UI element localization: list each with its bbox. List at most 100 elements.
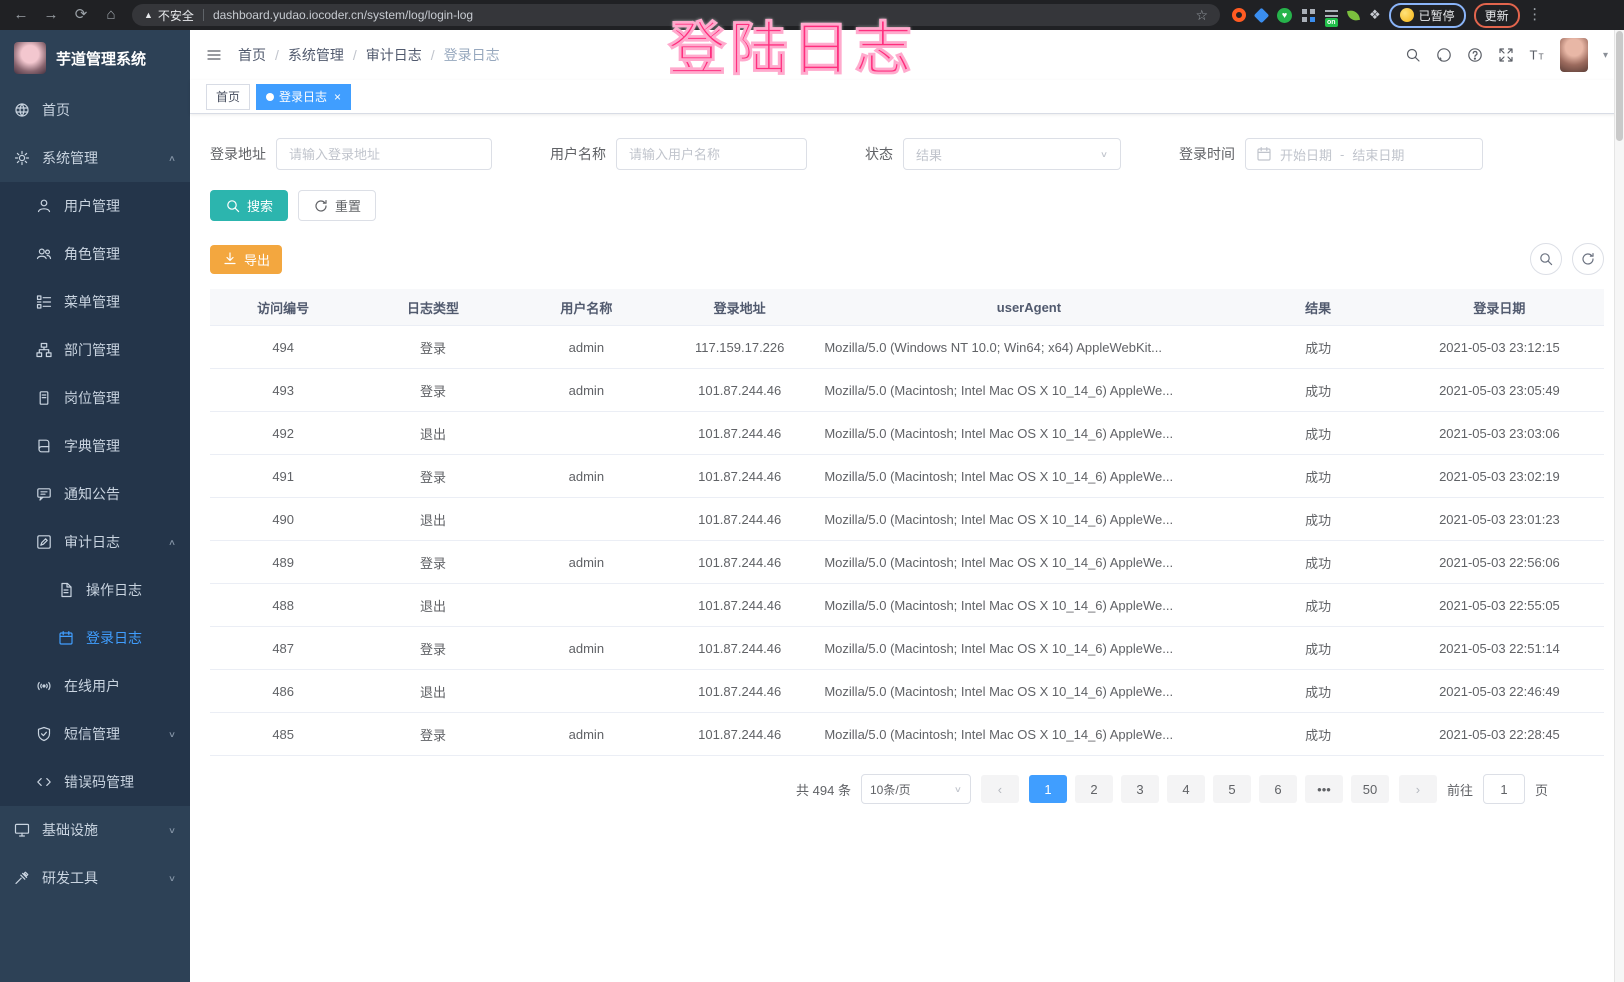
forward-icon[interactable]: → bbox=[43, 6, 59, 23]
shield-icon bbox=[36, 726, 52, 742]
table-row[interactable]: 492 退出 101.87.244.46 Mozilla/5.0 (Macintosh… bbox=[210, 411, 1604, 455]
page-number[interactable]: 6 bbox=[1258, 775, 1297, 803]
sidebar-item-system[interactable]: 系统管理 ∧ bbox=[0, 134, 190, 182]
cell-date: 2021-05-03 22:46:49 bbox=[1394, 669, 1604, 713]
breadcrumb-item[interactable]: 审计日志 bbox=[365, 47, 422, 63]
extension-heart-icon[interactable]: ♥ bbox=[1277, 7, 1292, 23]
tab-首页[interactable]: 首页 bbox=[206, 83, 251, 110]
cell-ip: 101.87.244.46 bbox=[663, 368, 817, 412]
sidebar-item-dict-mgmt[interactable]: 字典管理 bbox=[0, 422, 190, 470]
cell-result: 成功 bbox=[1241, 669, 1395, 713]
update-chip[interactable]: 更新 bbox=[1473, 2, 1520, 28]
sidebar-item-sms-mgmt[interactable]: 短信管理 ∨ bbox=[0, 710, 190, 758]
table-row[interactable]: 494 登录 admin 117.159.17.226 Mozilla/5.0 (Win… bbox=[210, 325, 1604, 369]
sidebar-item-login-log[interactable]: 登录日志 bbox=[0, 614, 190, 662]
table-row[interactable]: 491 登录 admin 101.87.244.46 Mozilla/5.0 (Maci… bbox=[210, 454, 1604, 498]
page-ellipsis[interactable]: ••• bbox=[1304, 775, 1343, 803]
page-number[interactable]: 1 bbox=[1028, 775, 1067, 803]
page-scrollbar[interactable] bbox=[1614, 30, 1624, 982]
sidebar-item-home[interactable]: 首页 bbox=[0, 86, 190, 134]
home-icon[interactable]: ⌂ bbox=[106, 6, 116, 23]
sidebar-item-label: 角色管理 bbox=[64, 246, 120, 262]
back-icon[interactable]: ← bbox=[13, 6, 29, 23]
sidebar-item-errcode-mgmt[interactable]: 错误码管理 bbox=[0, 758, 190, 806]
page-size-select[interactable]: 10条/页 ∨ bbox=[860, 774, 971, 804]
app-logo[interactable]: 芋道管理系统 bbox=[0, 30, 190, 86]
start-date-placeholder[interactable]: 开始日期 bbox=[1280, 147, 1333, 163]
prev-page-button[interactable]: ‹ bbox=[980, 775, 1019, 803]
browser-menu-icon[interactable]: ⋮ bbox=[1527, 6, 1543, 23]
page-number[interactable]: 50 bbox=[1350, 775, 1389, 803]
table-row[interactable]: 487 登录 admin 101.87.244.46 Mozilla/5.0 (Maci… bbox=[210, 626, 1604, 670]
goto-page-input[interactable] bbox=[1482, 774, 1525, 804]
fullscreen-icon[interactable] bbox=[1498, 47, 1514, 63]
search-icon[interactable] bbox=[1405, 47, 1421, 63]
cell-result: 成功 bbox=[1241, 325, 1395, 369]
github-icon[interactable] bbox=[1436, 47, 1452, 63]
cell-ua: Mozilla/5.0 (Macintosh; Intel Mac OS X 1… bbox=[816, 497, 1242, 541]
table-row[interactable]: 485 登录 admin 101.87.244.46 Mozilla/5.0 (Maci… bbox=[210, 712, 1604, 756]
refresh-table-button[interactable] bbox=[1572, 243, 1604, 275]
tab-登录日志[interactable]: 登录日志 × bbox=[256, 83, 352, 110]
cell-result: 成功 bbox=[1241, 497, 1395, 541]
reset-button[interactable]: 重置 bbox=[298, 190, 377, 221]
table-row[interactable]: 486 退出 101.87.244.46 Mozilla/5.0 (Macintosh… bbox=[210, 669, 1604, 713]
close-icon[interactable]: × bbox=[334, 89, 342, 104]
address-bar[interactable]: ▲ 不安全 dashboard.yudao.iocoder.cn/system/… bbox=[132, 4, 1220, 26]
export-button[interactable]: 导出 bbox=[210, 244, 283, 274]
page-number[interactable]: 5 bbox=[1212, 775, 1251, 803]
sidebar-item-infra[interactable]: 基础设施 ∨ bbox=[0, 806, 190, 854]
address-input[interactable] bbox=[276, 138, 492, 170]
hamburger-icon[interactable] bbox=[206, 47, 222, 63]
sidebar-item-operate-log[interactable]: 操作日志 bbox=[0, 566, 190, 614]
sidebar-item-notice[interactable]: 通知公告 bbox=[0, 470, 190, 518]
reload-icon[interactable]: ⟳ bbox=[74, 6, 88, 23]
tab-label: 登录日志 bbox=[279, 90, 328, 104]
breadcrumb-item[interactable]: 首页 bbox=[238, 47, 266, 63]
tool-icon bbox=[14, 870, 30, 886]
extension-grid-icon[interactable] bbox=[1302, 8, 1315, 22]
avatar[interactable] bbox=[1559, 38, 1588, 72]
page-number[interactable]: 4 bbox=[1166, 775, 1205, 803]
toggle-search-button[interactable] bbox=[1530, 243, 1562, 275]
sidebar-item-role-mgmt[interactable]: 角色管理 bbox=[0, 230, 190, 278]
username-input[interactable] bbox=[616, 138, 807, 170]
search-button[interactable]: 搜索 bbox=[210, 190, 289, 221]
profile-paused-chip[interactable]: 已暂停 bbox=[1388, 2, 1466, 28]
table-row[interactable]: 490 退出 101.87.244.46 Mozilla/5.0 (Macintosh… bbox=[210, 497, 1604, 541]
warning-icon: ▲ bbox=[144, 10, 153, 20]
chevron-down-icon[interactable]: ▾ bbox=[1602, 49, 1608, 61]
table-row[interactable]: 488 退出 101.87.244.46 Mozilla/5.0 (Macintosh… bbox=[210, 583, 1604, 627]
sidebar-item-user-mgmt[interactable]: 用户管理 bbox=[0, 182, 190, 230]
end-date-placeholder[interactable]: 结束日期 bbox=[1352, 147, 1405, 163]
status-select[interactable]: 结果 ∨ bbox=[903, 138, 1121, 170]
url-text[interactable]: dashboard.yudao.iocoder.cn/system/log/lo… bbox=[212, 8, 474, 22]
sidebar-item-devtool[interactable]: 研发工具 ∨ bbox=[0, 854, 190, 902]
sidebar-item-audit-log[interactable]: 审计日志 ∧ bbox=[0, 518, 190, 566]
help-icon[interactable] bbox=[1467, 47, 1483, 63]
security-label[interactable]: 不安全 bbox=[157, 8, 194, 23]
extension-orange-icon[interactable] bbox=[1232, 8, 1246, 22]
date-range-picker[interactable]: 开始日期 - 结束日期 bbox=[1245, 138, 1483, 170]
breadcrumb-item[interactable]: 系统管理 bbox=[287, 47, 344, 63]
chevron-up-icon: ∧ bbox=[167, 537, 176, 547]
cell-user bbox=[509, 669, 664, 713]
sidebar-item-dept-mgmt[interactable]: 部门管理 bbox=[0, 326, 190, 374]
extensions-puzzle-icon[interactable]: ❖ bbox=[1369, 7, 1381, 22]
extension-list-icon[interactable]: on bbox=[1325, 9, 1338, 27]
table-row[interactable]: 493 登录 admin 101.87.244.46 Mozilla/5.0 (Maci… bbox=[210, 368, 1604, 412]
sidebar-item-menu-mgmt[interactable]: 菜单管理 bbox=[0, 278, 190, 326]
sidebar-item-online-user[interactable]: 在线用户 bbox=[0, 662, 190, 710]
page-number[interactable]: 2 bbox=[1074, 775, 1113, 803]
table-row[interactable]: 489 登录 admin 101.87.244.46 Mozilla/5.0 (Maci… bbox=[210, 540, 1604, 584]
cell-date: 2021-05-03 22:55:05 bbox=[1394, 583, 1604, 627]
page-number[interactable]: 3 bbox=[1120, 775, 1159, 803]
extension-gem-icon[interactable] bbox=[1253, 7, 1270, 23]
scrollbar-thumb[interactable] bbox=[1616, 31, 1623, 141]
bookmark-star-icon[interactable]: ☆ bbox=[1195, 6, 1208, 23]
next-page-button[interactable]: › bbox=[1398, 775, 1437, 803]
sidebar-item-post-mgmt[interactable]: 岗位管理 bbox=[0, 374, 190, 422]
extension-leaf-icon[interactable] bbox=[1346, 8, 1361, 22]
cell-type: 登录 bbox=[356, 325, 510, 369]
